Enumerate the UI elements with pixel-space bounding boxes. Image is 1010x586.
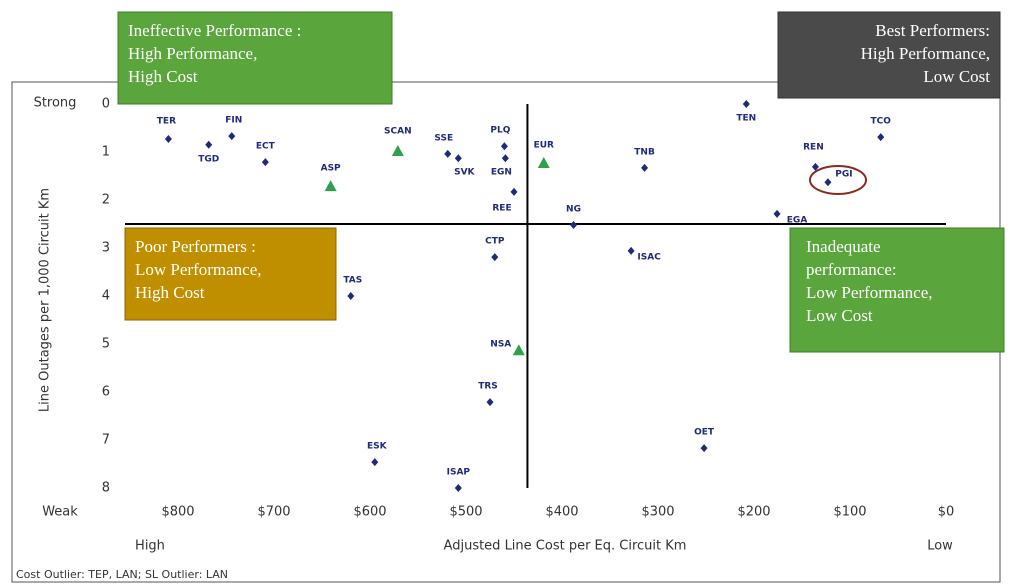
point-label: ESK <box>367 442 388 452</box>
data-point <box>444 149 452 158</box>
data-point <box>261 158 269 167</box>
data-point <box>486 398 494 407</box>
data-point <box>811 162 819 171</box>
x-tick-label: $800 <box>161 505 194 520</box>
quadrant-box <box>117 11 393 105</box>
y-tick-label: 6 <box>102 385 110 400</box>
point-label: FIN <box>225 116 242 126</box>
point-label: ISAC <box>637 252 661 262</box>
data-point <box>454 484 462 492</box>
data-point <box>371 458 379 467</box>
point-label: SVK <box>454 168 475 178</box>
data-point <box>700 444 708 453</box>
point-label: ASP <box>321 164 341 174</box>
quadrant-text: Low Performance, <box>135 260 262 279</box>
data-point <box>500 142 508 151</box>
point-label: OET <box>694 428 715 438</box>
quadrant-box <box>777 11 1001 99</box>
highlight-circle <box>809 165 867 195</box>
quadrant-box <box>124 227 337 321</box>
x-end-label: High <box>135 539 165 554</box>
x-tick-label: $0 <box>938 505 955 520</box>
x-tick-label: $500 <box>449 505 482 520</box>
y-tick-label: 3 <box>102 241 110 256</box>
point-label: TEN <box>736 114 756 124</box>
x-tick-label: $700 <box>257 505 290 520</box>
point-label: TGD <box>198 154 219 164</box>
point-label: TCO <box>871 117 892 127</box>
point-label: ISAP <box>447 468 471 478</box>
x-tick-label: $400 <box>545 505 578 520</box>
y-end-label: Strong <box>34 96 77 111</box>
point-label: SSE <box>434 133 453 143</box>
y-axis-label: Line Outages per 1,000 Circuit Km <box>38 188 53 412</box>
x-end-label: Low <box>927 539 953 554</box>
point-label: SCAN <box>384 127 412 137</box>
y-tick-label: 5 <box>102 337 110 352</box>
point-label: REE <box>492 203 511 213</box>
quadrant-text: Low Cost <box>806 306 873 325</box>
point-label: TER <box>157 117 176 127</box>
data-point <box>773 209 781 218</box>
point-label: TNB <box>634 147 655 157</box>
point-label: PLQ <box>490 126 510 136</box>
data-point <box>537 157 550 169</box>
data-point <box>164 135 172 144</box>
data-point <box>742 100 750 108</box>
data-point <box>228 132 236 141</box>
x-tick-label: $300 <box>641 505 674 520</box>
data-point <box>627 246 635 255</box>
y-tick-label: 8 <box>102 481 110 496</box>
quadrant-text: High Performance, <box>128 44 257 63</box>
data-point <box>205 140 213 149</box>
point-label: TAS <box>343 276 362 286</box>
data-point <box>501 154 509 163</box>
data-point <box>347 292 355 300</box>
footnote: Cost Outlier: TEP, LAN; SL Outlier: LAN <box>16 568 228 581</box>
point-label: EUR <box>534 141 554 151</box>
quadrant-text: High Performance, <box>861 44 990 63</box>
y-tick-label: 1 <box>102 145 110 160</box>
quadrant-text: Ineffective Performance : <box>128 21 301 40</box>
x-tick-label: $100 <box>833 505 866 520</box>
data-point <box>570 220 578 229</box>
quadrant-text: Poor Performers : <box>135 237 256 256</box>
x-axis-label: Adjusted Line Cost per Eq. Circuit Km <box>444 539 687 554</box>
data-point <box>491 253 499 262</box>
quadrant-text: High Cost <box>135 283 205 302</box>
quadrant-text: High Cost <box>128 67 198 86</box>
point-label: TRS <box>478 382 498 392</box>
y-end-label: Weak <box>42 505 78 520</box>
point-label: ECT <box>256 142 276 152</box>
data-point <box>877 133 885 142</box>
quadrant-text: Best Performers: <box>875 21 990 40</box>
y-tick-label: 2 <box>102 193 110 208</box>
y-tick-label: 4 <box>102 289 110 304</box>
quadrant-text: Low Cost <box>923 67 990 86</box>
data-point <box>391 145 404 157</box>
point-label: REN <box>803 142 824 152</box>
data-point <box>641 163 649 172</box>
point-label: EGA <box>787 215 808 225</box>
data-point <box>510 187 518 196</box>
point-label: NSA <box>490 340 511 350</box>
data-point <box>512 344 525 356</box>
quadrant-text: Inadequate <box>806 237 881 256</box>
y-tick-label: 0 <box>102 97 110 112</box>
quadrant-text: performance: <box>806 260 897 279</box>
quadrant-box <box>789 227 1005 353</box>
data-point <box>824 178 832 187</box>
quadrant-text: Low Performance, <box>806 283 933 302</box>
data-point <box>454 154 462 163</box>
x-tick-label: $200 <box>737 505 770 520</box>
point-label: EGN <box>491 168 512 178</box>
x-tick-label: $600 <box>353 505 386 520</box>
point-label: NG <box>566 204 581 214</box>
y-tick-label: 7 <box>102 433 110 448</box>
point-label: CTP <box>485 237 505 247</box>
point-label: PGI <box>835 170 852 180</box>
data-point <box>324 180 337 192</box>
